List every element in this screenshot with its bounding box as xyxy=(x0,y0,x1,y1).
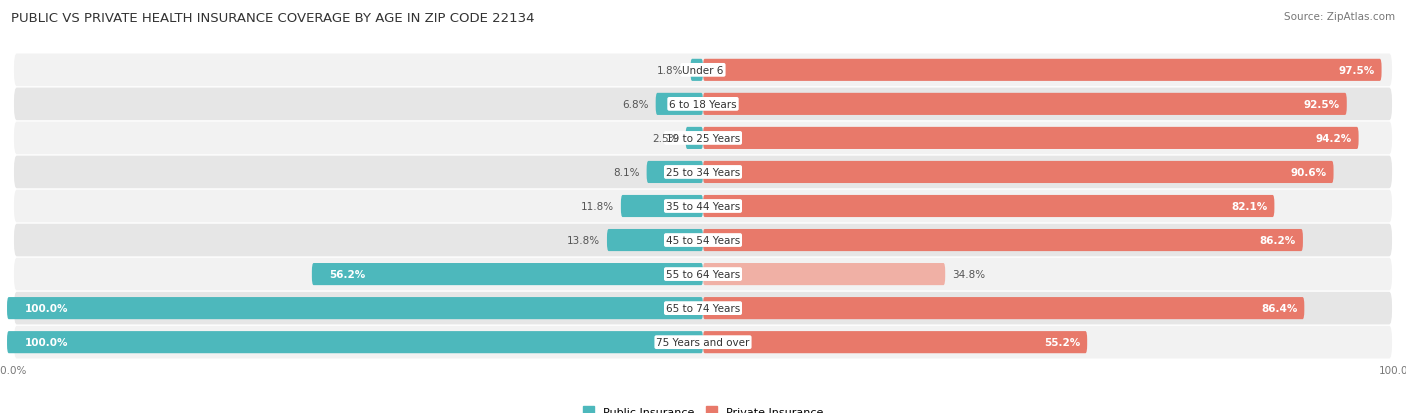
Text: 13.8%: 13.8% xyxy=(567,235,600,245)
Text: 86.4%: 86.4% xyxy=(1261,304,1298,313)
FancyBboxPatch shape xyxy=(14,326,1392,358)
Text: Source: ZipAtlas.com: Source: ZipAtlas.com xyxy=(1284,12,1395,22)
FancyBboxPatch shape xyxy=(703,94,1347,116)
FancyBboxPatch shape xyxy=(690,59,703,82)
Text: 86.2%: 86.2% xyxy=(1260,235,1296,245)
Text: 56.2%: 56.2% xyxy=(329,269,366,280)
Text: 94.2%: 94.2% xyxy=(1316,133,1351,144)
Text: 65 to 74 Years: 65 to 74 Years xyxy=(666,304,740,313)
Text: 45 to 54 Years: 45 to 54 Years xyxy=(666,235,740,245)
Text: 97.5%: 97.5% xyxy=(1339,66,1375,76)
Text: Under 6: Under 6 xyxy=(682,66,724,76)
Text: 100.0%: 100.0% xyxy=(24,304,67,313)
Text: PUBLIC VS PRIVATE HEALTH INSURANCE COVERAGE BY AGE IN ZIP CODE 22134: PUBLIC VS PRIVATE HEALTH INSURANCE COVER… xyxy=(11,12,534,25)
Text: 82.1%: 82.1% xyxy=(1232,202,1267,211)
FancyBboxPatch shape xyxy=(7,331,703,354)
FancyBboxPatch shape xyxy=(14,156,1392,189)
Text: 90.6%: 90.6% xyxy=(1291,168,1327,178)
FancyBboxPatch shape xyxy=(14,292,1392,325)
FancyBboxPatch shape xyxy=(703,128,1358,150)
FancyBboxPatch shape xyxy=(703,297,1305,319)
FancyBboxPatch shape xyxy=(703,229,1303,252)
FancyBboxPatch shape xyxy=(703,59,1382,82)
FancyBboxPatch shape xyxy=(14,190,1392,223)
FancyBboxPatch shape xyxy=(14,122,1392,155)
Text: 25 to 34 Years: 25 to 34 Years xyxy=(666,168,740,178)
Text: 19 to 25 Years: 19 to 25 Years xyxy=(666,133,740,144)
FancyBboxPatch shape xyxy=(607,229,703,252)
Text: 11.8%: 11.8% xyxy=(581,202,614,211)
Text: 55 to 64 Years: 55 to 64 Years xyxy=(666,269,740,280)
FancyBboxPatch shape xyxy=(686,128,703,150)
FancyBboxPatch shape xyxy=(14,258,1392,291)
Text: 75 Years and over: 75 Years and over xyxy=(657,337,749,347)
FancyBboxPatch shape xyxy=(7,297,703,319)
Text: 1.8%: 1.8% xyxy=(657,66,683,76)
Text: 34.8%: 34.8% xyxy=(952,269,986,280)
FancyBboxPatch shape xyxy=(655,94,703,116)
Text: 6 to 18 Years: 6 to 18 Years xyxy=(669,100,737,109)
Text: 100.0%: 100.0% xyxy=(24,337,67,347)
FancyBboxPatch shape xyxy=(703,263,945,285)
Text: 6.8%: 6.8% xyxy=(623,100,648,109)
FancyBboxPatch shape xyxy=(703,161,1333,183)
Text: 8.1%: 8.1% xyxy=(613,168,640,178)
Text: 35 to 44 Years: 35 to 44 Years xyxy=(666,202,740,211)
FancyBboxPatch shape xyxy=(312,263,703,285)
Legend: Public Insurance, Private Insurance: Public Insurance, Private Insurance xyxy=(579,402,827,413)
FancyBboxPatch shape xyxy=(14,55,1392,87)
FancyBboxPatch shape xyxy=(14,224,1392,257)
Text: 92.5%: 92.5% xyxy=(1303,100,1340,109)
Text: 55.2%: 55.2% xyxy=(1045,337,1080,347)
FancyBboxPatch shape xyxy=(14,88,1392,121)
FancyBboxPatch shape xyxy=(621,195,703,218)
Text: 2.5%: 2.5% xyxy=(652,133,679,144)
FancyBboxPatch shape xyxy=(703,331,1087,354)
FancyBboxPatch shape xyxy=(703,195,1274,218)
FancyBboxPatch shape xyxy=(647,161,703,183)
